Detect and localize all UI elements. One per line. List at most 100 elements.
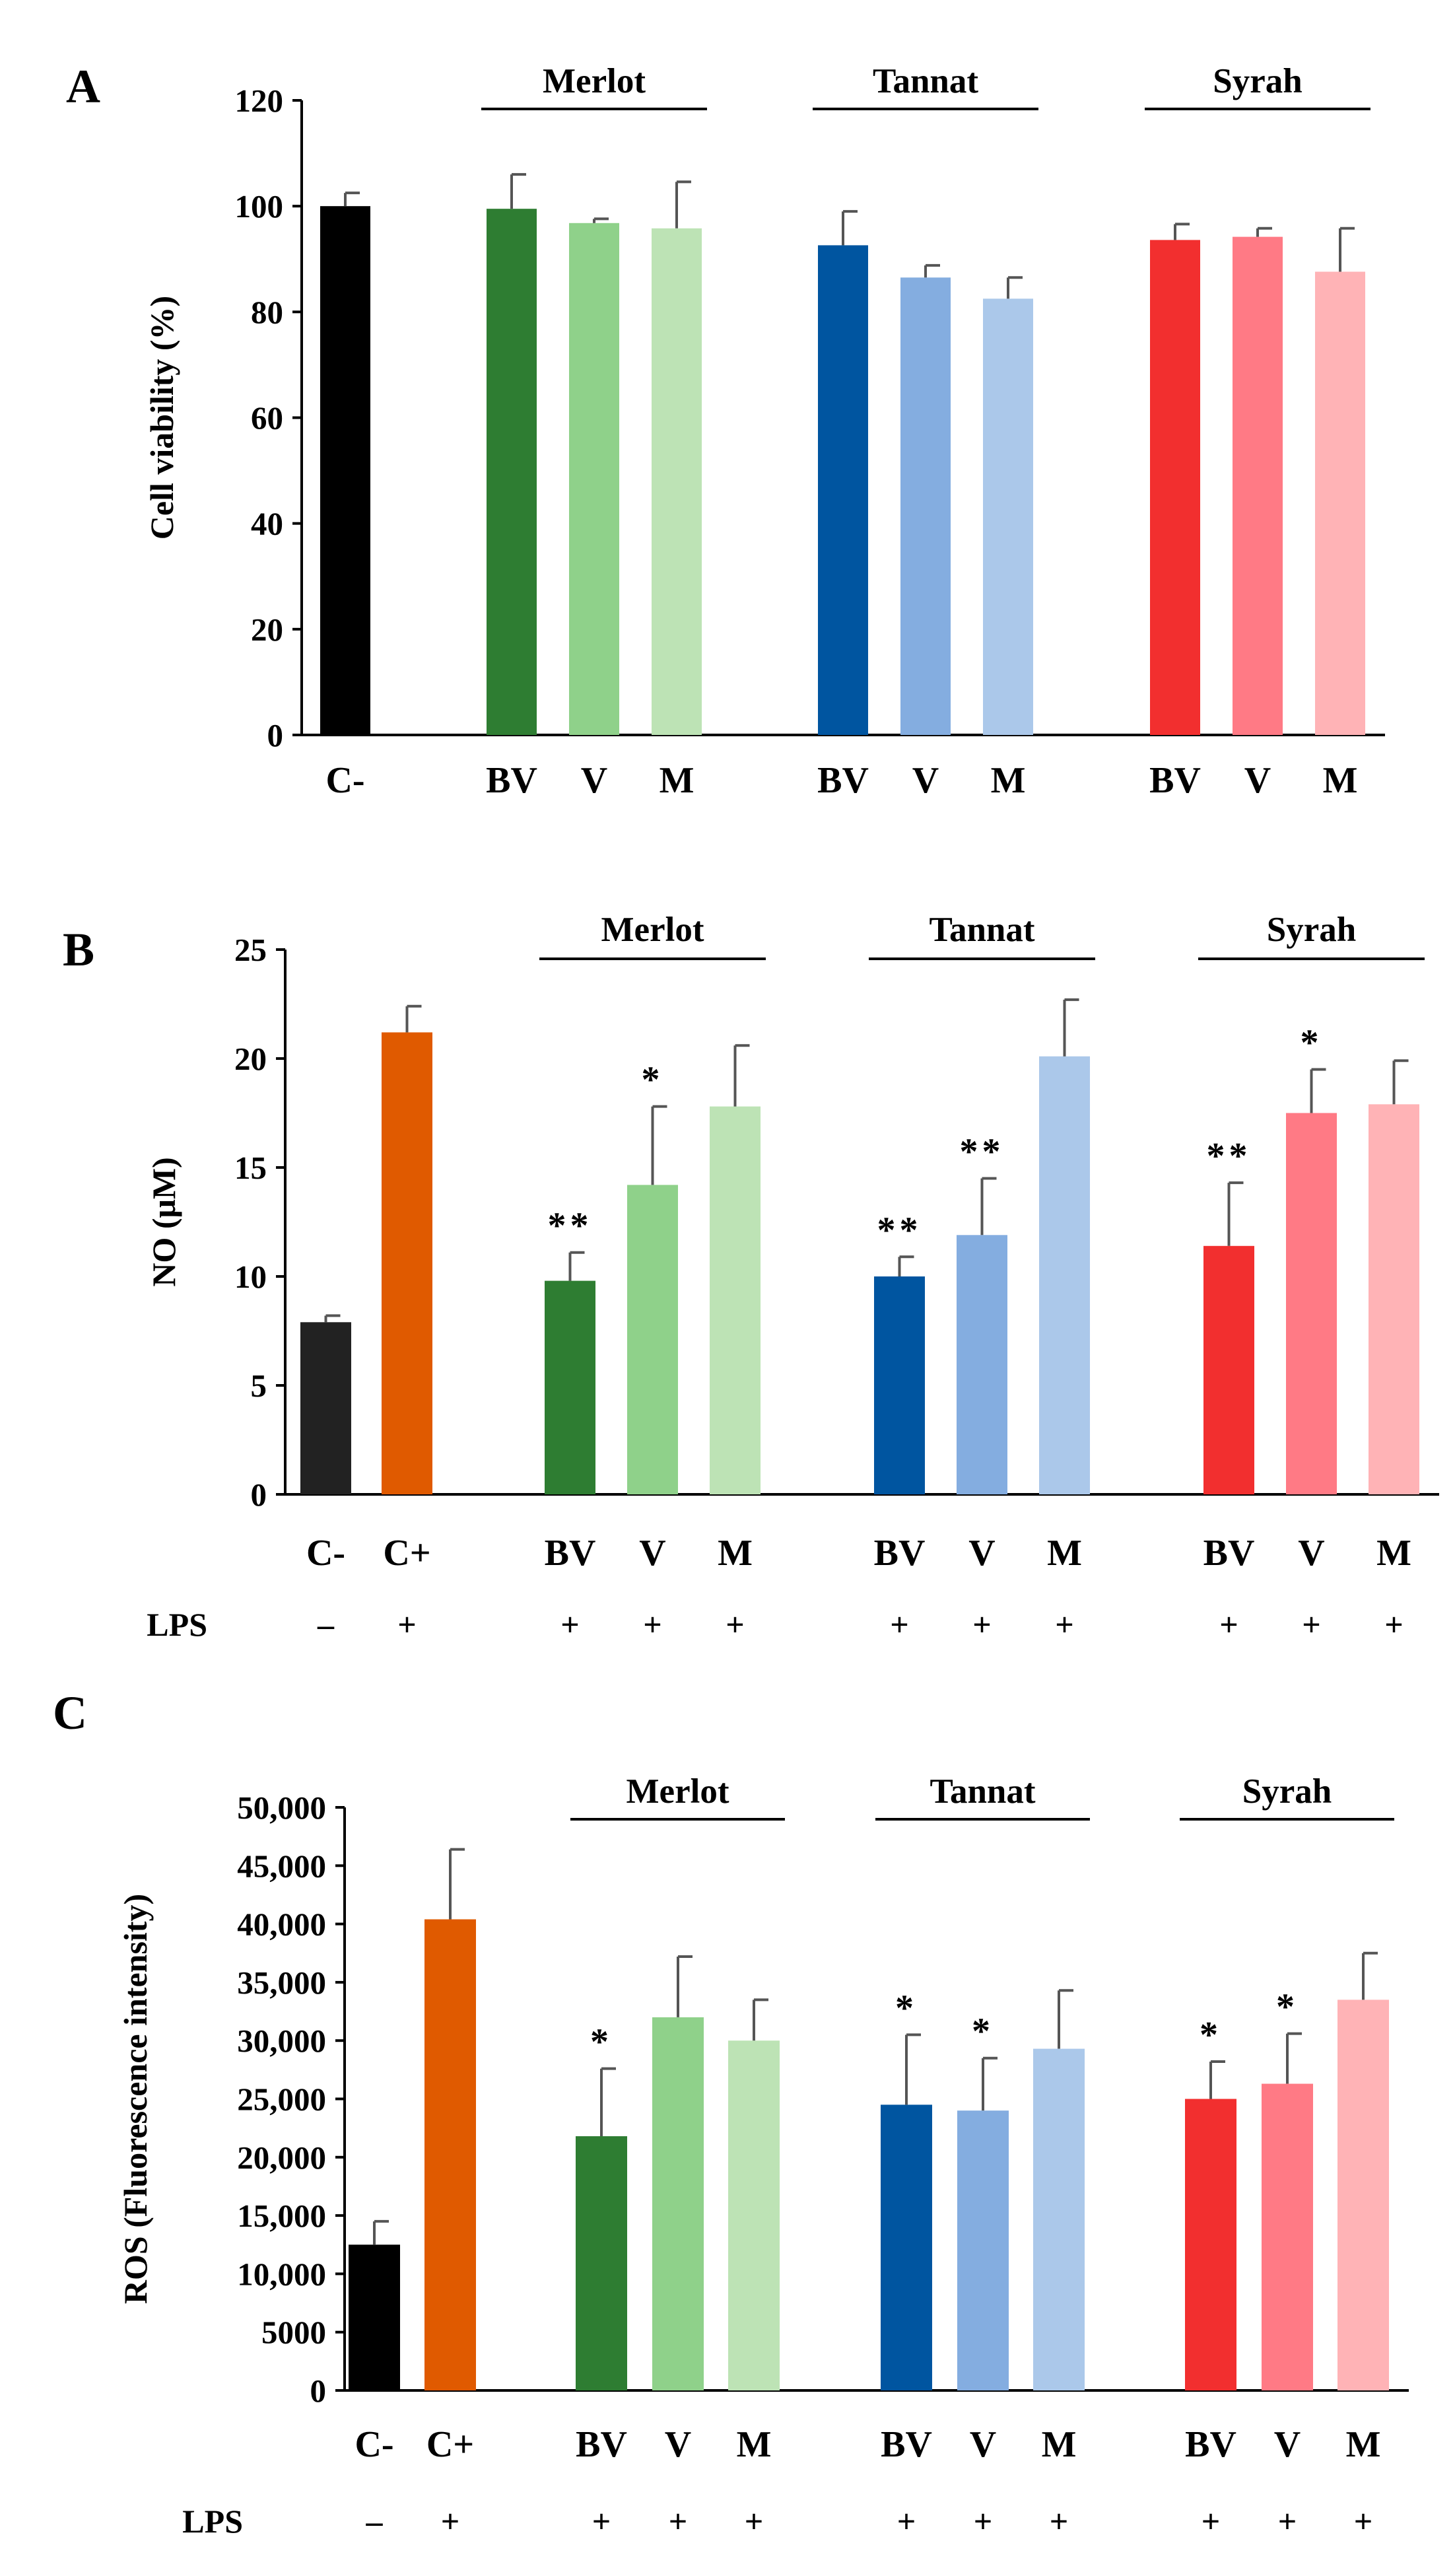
panel-c-bar [1337,2000,1389,2390]
panel-c-y-tick-label: 30,000 [237,2023,326,2059]
panel-b-y-axis-label: NO (μM) [145,1157,182,1286]
panel-c-lps-marker: + [1050,2503,1069,2540]
panel-b-lps-marker: + [890,1606,909,1643]
panel-c-bar [424,1919,476,2390]
panel-a-x-tick-label: M [660,760,694,801]
panel-b-label: B [63,923,94,976]
panel-b-significance-marker: * [1301,1023,1323,1064]
panel-c-bar [1185,2099,1236,2390]
panel-c-lps-marker: + [897,2503,916,2540]
panel-a-x-tick-label: V [581,760,607,801]
panel-b-x-tick-label: BV [874,1533,926,1574]
panel-c-y-tick-label: 40,000 [237,1906,326,1943]
panel-b-bar [382,1032,432,1494]
panel-b-lps-marker: + [1219,1606,1238,1643]
panel-c-y-tick-label: 0 [310,2373,327,2409]
panel-b-significance-marker: ** [1207,1136,1252,1177]
panel-c-significance-marker: * [1276,1987,1299,2028]
panel-c-x-tick-label: M [1346,2424,1381,2465]
panel-a-bar [983,298,1033,735]
panel-a-group-label: Merlot [543,62,646,100]
panel-b-bar [1203,1245,1254,1494]
panel-b-bar [1286,1113,1337,1494]
panel-b-lps-marker: + [1384,1606,1404,1643]
panel-c-significance-marker: * [590,2022,613,2063]
panel-a-x-tick-label: BV [486,760,537,801]
panel-b-x-tick-label: V [1298,1533,1324,1574]
panel-c-y-tick-label: 25,000 [237,2081,326,2118]
panel-b-significance-marker: * [642,1060,664,1101]
panel-b-group-label: Tannat [929,911,1034,949]
panel-c-group-label: Merlot [626,1772,729,1811]
panel-b-x-tick-label: M [1047,1533,1082,1574]
panel-c-x-tick-label: C- [355,2424,393,2465]
panel-c-lps-marker: + [1201,2503,1221,2540]
panel-a-y-tick-label: 20 [251,611,283,648]
panel-b-y-tick-label: 0 [251,1477,267,1513]
panel-c-x-tick-label: V [1274,2424,1301,2465]
panel-c-x-tick-label: V [665,2424,691,2465]
panel-b-lps-marker: + [726,1606,745,1643]
panel-b-x-tick-label: C- [306,1533,345,1574]
panel-c-bar [881,2105,932,2390]
panel-a-y-tick-label: 0 [267,717,284,753]
panel-c-y-axis-label: ROS (Fluorescence intensity) [117,1894,154,2304]
panel-c-x-tick-label: V [970,2424,996,2465]
panel-c-x-tick-label: BV [1185,2424,1236,2465]
panel-a-x-tick-label: BV [1149,760,1201,801]
panel-a-group-label: Tannat [873,62,978,100]
panel-b-lps-marker: + [560,1606,580,1643]
panel-c-x-tick-label: M [737,2424,772,2465]
panel-b-x-tick-label: M [1376,1533,1411,1574]
panel-b-bar [545,1280,595,1494]
panel-a-x-tick-label: V [912,760,939,801]
panel-a-x-tick-label: V [1244,760,1271,801]
panel-a-group-label: Syrah [1213,62,1302,100]
panel-b-significance-marker: ** [960,1132,1005,1173]
panel-a-y-tick-label: 60 [251,400,283,436]
panel-c-lps-label: LPS [182,2503,243,2540]
panel-b-x-tick-label: C+ [383,1533,430,1574]
panel-b-y-tick-label: 25 [234,932,267,968]
panel-b-lps-marker: + [397,1606,417,1643]
panel-b-x-tick-label: BV [545,1533,596,1574]
panel-a-x-tick-label: C- [325,760,364,801]
panel-c-x-tick-label: C+ [426,2424,474,2465]
panel-c-lps-marker: + [669,2503,688,2540]
panel-c-x-tick-label: BV [576,2424,627,2465]
panel-c-bar [652,2017,704,2390]
panel-c-lps-marker: + [974,2503,993,2540]
panel-b-significance-marker: ** [877,1210,922,1251]
panel-c-y-tick-label: 45,000 [237,1848,326,1884]
panel-a-y-tick-label: 100 [235,188,284,225]
panel-b-group-label: Merlot [601,911,704,949]
panel-a-bar [652,228,702,736]
panel-a-y-axis-label: Cell viability (%) [143,296,180,540]
panel-c-group-label: Syrah [1242,1772,1332,1811]
panel-c-significance-marker: * [972,2011,994,2052]
panel-a-bar [1233,236,1283,735]
panel-a-x-tick-label: BV [817,760,869,801]
panel-a-label: A [66,60,100,113]
panel-c-group-label: Tannat [930,1772,1035,1811]
panel-b-x-tick-label: M [718,1533,753,1574]
panel-c-bar [957,2110,1009,2390]
panel-c-x-tick-label: M [1042,2424,1077,2465]
panel-c-lps-marker: + [1354,2503,1373,2540]
panel-c-lps-marker: + [441,2503,460,2540]
panel-c-y-tick-label: 5000 [261,2315,326,2351]
panel-b-lps-marker: – [317,1606,335,1643]
panel-c-y-tick-label: 15,000 [237,2198,326,2234]
panel-a-bar [569,223,619,735]
panel-c-bar [1033,2048,1085,2390]
panel-b-lps-marker: + [643,1606,662,1643]
panel-c-y-tick-label: 35,000 [237,1965,326,2001]
panel-b-group-label: Syrah [1267,911,1356,949]
panel-b-significance-marker: ** [548,1206,593,1247]
panel-b-bar [874,1276,925,1494]
panel-a-bar [320,206,370,736]
panel-b-bar [710,1106,761,1494]
panel-c-lps-marker: – [366,2503,384,2540]
panel-c-lps-marker: + [1278,2503,1297,2540]
panel-b-bar [1039,1056,1090,1494]
